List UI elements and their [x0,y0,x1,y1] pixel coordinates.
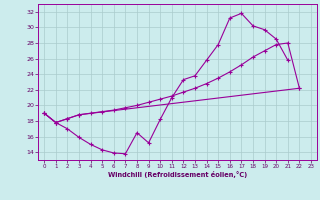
X-axis label: Windchill (Refroidissement éolien,°C): Windchill (Refroidissement éolien,°C) [108,171,247,178]
